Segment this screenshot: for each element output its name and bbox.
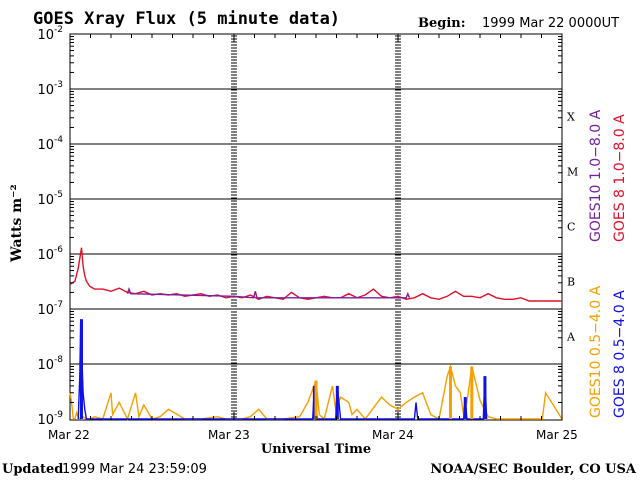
- legend-entry: GOES10 1.0−8.0 A: [588, 109, 604, 242]
- chart-title: GOES Xray Flux (5 minute data): [33, 9, 340, 29]
- credit: NOAA/SEC Boulder, CO USA: [430, 462, 637, 477]
- series-line: [77, 319, 488, 420]
- flare-class-label: X: [567, 111, 575, 124]
- legend-entry: GOES 8 1.0−8.0 A: [612, 114, 628, 242]
- begin-label: Begin:: [418, 16, 466, 31]
- y-tick-label: 10-7: [37, 300, 63, 318]
- x-tick-label: Mar 23: [208, 428, 250, 442]
- flare-class-label: B: [567, 276, 575, 289]
- x-tick-label: Mar 24: [372, 428, 414, 442]
- y-tick-label: 10-5: [37, 190, 63, 208]
- legend-entry: GOES10 0.5−4.0 A: [588, 285, 604, 418]
- updated-label: Updated: [2, 462, 63, 477]
- x-axis-label: Universal Time: [261, 442, 371, 457]
- flare-class-label: M: [567, 166, 578, 179]
- legend-entry: GOES 8 0.5−4.0 A: [612, 290, 628, 418]
- y-tick-label: 10-4: [37, 135, 63, 153]
- begin-value: 1999 Mar 22 0000UT: [482, 16, 619, 31]
- flare-class-label: A: [566, 331, 576, 344]
- plot-frame: [69, 33, 563, 421]
- legend: GOES10 1.0−8.0 A GOES 8 1.0−8.0 A GOES10 0…: [588, 109, 628, 418]
- series-line: [69, 364, 563, 421]
- y-tick-label: 10-3: [37, 80, 63, 98]
- data-layer: [69, 247, 563, 421]
- grid: [70, 35, 562, 418]
- y-tick-label: 10-8: [37, 355, 63, 373]
- y-axis-label: Watts m⁻²: [9, 184, 25, 263]
- series-line: [126, 287, 411, 299]
- x-tick-label: Mar 25: [536, 428, 578, 442]
- y-tick-label: 10-2: [37, 25, 63, 43]
- series-line: [69, 247, 562, 302]
- y-tick-label: 10-6: [37, 245, 63, 263]
- y-tick-label: 10-9: [37, 410, 63, 428]
- flare-class-label: C: [567, 221, 575, 234]
- updated-value: 1999 Mar 24 23:59:09: [62, 462, 207, 477]
- x-tick-label: Mar 22: [48, 428, 90, 442]
